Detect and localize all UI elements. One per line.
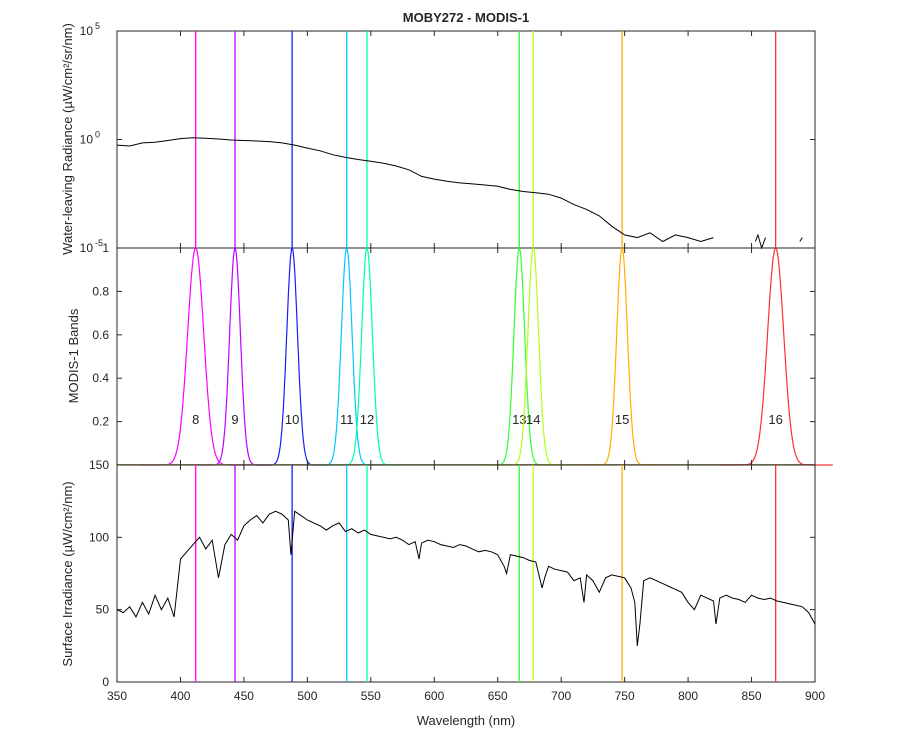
- x-tick-label: 450: [234, 689, 254, 703]
- x-tick-label: 350: [107, 689, 127, 703]
- x-tick-label: 800: [678, 689, 698, 703]
- band-label-16: 16: [768, 412, 782, 427]
- x-tick-label: 400: [170, 689, 190, 703]
- radiance-y-tick-exponent: 5: [95, 21, 100, 31]
- x-axis-ticks: 350 400 450 500 550 600 650 700 750 800 850 900: [107, 31, 825, 703]
- x-tick-label: 500: [297, 689, 317, 703]
- bands-y-tick-label: 0.4: [92, 371, 109, 385]
- bands-y-tick-label: 0.8: [92, 284, 109, 298]
- irradiance-panel: 0 50 100 150: [89, 458, 816, 689]
- bands-y-tick-label: 1: [102, 241, 109, 255]
- x-tick-label: 550: [361, 689, 381, 703]
- band-label-12: 12: [360, 412, 374, 427]
- irradiance-y-tick-label: 100: [89, 530, 109, 544]
- radiance-y-label: Water-leaving Radiance (µW/cm²/sr/nm): [60, 23, 75, 255]
- bands-y-tick-label: 0.6: [92, 328, 109, 342]
- radiance-y-tick-label: 10: [80, 133, 94, 147]
- band-label-11: 11: [340, 412, 354, 427]
- band-label-14: 14: [526, 412, 540, 427]
- band-label-10: 10: [285, 412, 299, 427]
- bands-y-tick-label: 0.2: [92, 415, 109, 429]
- irradiance-series-line: [116, 510, 816, 646]
- x-axis-label: Wavelength (nm): [417, 713, 516, 728]
- irradiance-y-tick-label: 150: [89, 458, 109, 472]
- x-tick-label: 650: [488, 689, 508, 703]
- radiance-y-tick-exponent: -5: [95, 238, 103, 248]
- irradiance-y-label: Surface Irradiance (µW/cm²/nm): [60, 481, 75, 666]
- radiance-y-tick-label: 10: [80, 241, 94, 255]
- x-tick-label: 600: [424, 689, 444, 703]
- x-tick-label: 750: [615, 689, 635, 703]
- irradiance-y-tick-label: 0: [102, 675, 109, 689]
- chart-title: MOBY272 - MODIS-1: [403, 10, 529, 25]
- x-tick-label: 850: [742, 689, 762, 703]
- radiance-y-tick-exponent: 0: [95, 130, 100, 140]
- x-tick-label: 900: [805, 689, 825, 703]
- band-label-9: 9: [231, 412, 238, 427]
- x-tick-label: 700: [551, 689, 571, 703]
- radiance-y-tick-label: 10: [80, 24, 94, 38]
- band-label-8: 8: [192, 412, 199, 427]
- band-label-15: 15: [615, 412, 629, 427]
- panel-frame-3: [116, 464, 816, 683]
- bands-y-label: MODIS-1 Bands: [66, 308, 81, 403]
- irradiance-y-tick-label: 50: [96, 603, 110, 617]
- radiance-series-line: [116, 137, 803, 250]
